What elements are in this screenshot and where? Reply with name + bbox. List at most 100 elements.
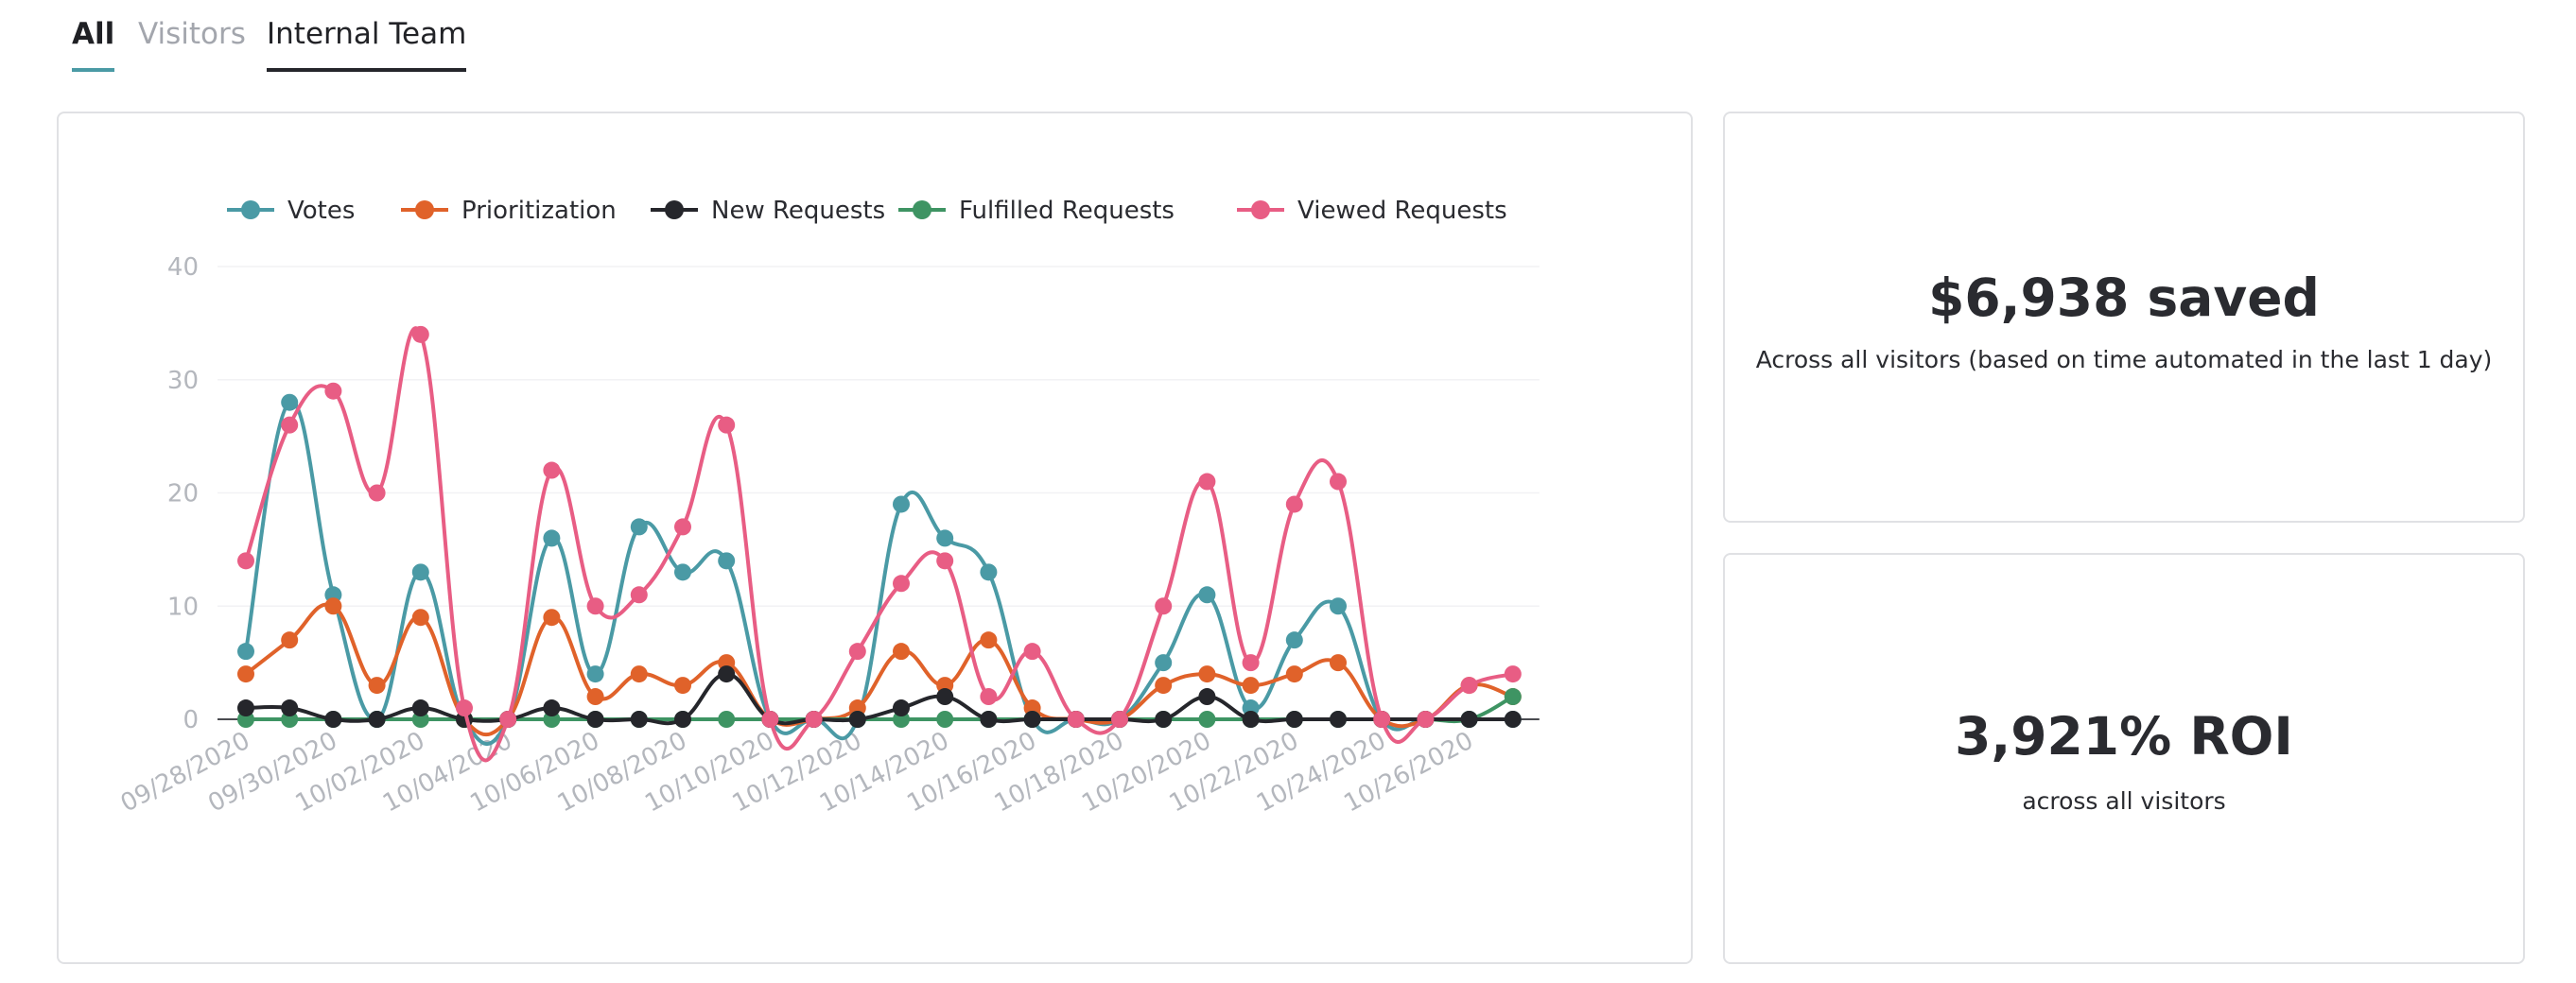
prioritization-point — [674, 677, 691, 695]
y-tick-label: 40 — [167, 253, 199, 282]
legend-new-requests-label: New Requests — [711, 197, 885, 225]
tab-internal-team[interactable]: Internal Team — [267, 17, 467, 72]
votes-point — [1155, 654, 1173, 672]
tab-visitors[interactable]: Visitors — [138, 17, 246, 51]
y-tick-label: 20 — [167, 480, 199, 509]
viewed-requests-point — [1111, 711, 1128, 728]
legend-votes-swatch-dot — [241, 200, 260, 219]
new-requests-point — [1023, 711, 1041, 728]
votes-point — [674, 563, 691, 581]
new-requests-point — [1155, 711, 1173, 728]
prioritization-point — [324, 597, 342, 615]
viewed-requests-point — [1067, 711, 1085, 728]
new-requests-point — [848, 711, 866, 728]
chart-card: 0 10 20 30 40 09/28/2020 09/30/2020 10/02/2020 1… — [57, 112, 1693, 964]
y-tick-label: 0 — [183, 706, 199, 734]
fulfilled-requests-point — [718, 711, 736, 728]
new-requests-point — [1242, 711, 1260, 728]
viewed-requests-point — [324, 382, 342, 400]
fulfilled-requests-point — [936, 711, 954, 728]
savings-value: $6,938 saved — [1928, 267, 2320, 328]
new-requests-point — [718, 665, 736, 683]
new-requests-point — [980, 711, 998, 728]
tab-all[interactable]: All — [72, 17, 115, 72]
votes-point — [543, 529, 561, 547]
viewed-requests-point — [1285, 495, 1303, 513]
new-requests-point — [324, 711, 342, 728]
votes-point — [1198, 586, 1216, 604]
prioritization-point — [281, 631, 299, 649]
legend-prioritization-label: Prioritization — [461, 197, 617, 225]
new-requests-point — [586, 711, 604, 728]
viewed-requests-point — [1330, 473, 1347, 491]
votes-point — [1330, 597, 1347, 615]
fulfilled-requests-point — [1198, 711, 1216, 728]
viewed-requests-point — [1198, 473, 1216, 491]
new-requests-point — [674, 711, 691, 728]
viewed-requests-point — [456, 699, 473, 717]
viewed-requests-point — [761, 711, 779, 728]
new-requests-point — [368, 711, 386, 728]
prioritization-point — [1155, 677, 1173, 695]
viewed-requests-point — [805, 711, 823, 728]
prioritization-point — [1330, 654, 1347, 672]
votes-point — [718, 552, 736, 570]
roi-card: 3,921% ROI across all visitors — [1723, 553, 2525, 964]
legend-viewed-requests-swatch-dot — [1251, 200, 1270, 219]
votes-point — [980, 563, 998, 581]
viewed-requests-point — [1242, 654, 1260, 672]
viewed-requests-point — [1460, 677, 1478, 695]
prioritization-point — [237, 665, 254, 683]
viewed-requests-point — [543, 461, 561, 479]
prioritization-point — [368, 677, 386, 695]
legend-viewed-requests-label: Viewed Requests — [1297, 197, 1507, 225]
viewed-requests-point — [893, 575, 910, 593]
viewed-requests-point — [1373, 711, 1391, 728]
votes-point — [237, 643, 254, 661]
viewed-requests-point — [718, 416, 736, 434]
new-requests-point — [893, 699, 910, 717]
viewed-requests-line — [244, 326, 1515, 763]
new-requests-point — [1198, 688, 1216, 706]
prioritization-point — [1285, 665, 1303, 683]
viewed-requests-point — [674, 518, 691, 536]
legend-new-requests-swatch-dot — [665, 200, 684, 219]
viewed-requests-point — [980, 688, 998, 706]
legend-votes-label: Votes — [287, 197, 355, 225]
fulfilled-requests-point — [1504, 688, 1522, 706]
viewed-requests-point — [1504, 665, 1522, 683]
viewed-requests-point — [1417, 711, 1435, 728]
savings-card: $6,938 saved Across all visitors (based … — [1723, 112, 2525, 523]
viewed-requests-point — [281, 416, 299, 434]
votes-point — [411, 563, 429, 581]
new-requests-point — [543, 699, 561, 717]
votes-point — [281, 393, 299, 411]
new-requests-point — [1460, 711, 1478, 728]
new-requests-point — [1330, 711, 1347, 728]
roi-caption: across all visitors — [2022, 787, 2226, 815]
new-requests-point — [1285, 711, 1303, 728]
new-requests-point — [1504, 711, 1522, 728]
prioritization-point — [980, 631, 998, 649]
votes-point — [893, 495, 910, 513]
votes-point — [936, 529, 954, 547]
new-requests-point — [411, 699, 429, 717]
viewed-requests-point — [586, 597, 604, 615]
viewed-requests-point — [936, 552, 954, 570]
viewed-requests-point — [368, 484, 386, 502]
line-chart: 01020304009/28/202009/30/202010/02/20201… — [116, 197, 1540, 819]
legend-fulfilled-requests-label: Fulfilled Requests — [959, 197, 1175, 225]
prioritization-point — [893, 643, 910, 661]
new-requests-point — [630, 711, 648, 728]
new-requests-line — [244, 672, 1515, 726]
new-requests-point — [936, 688, 954, 706]
votes-point — [1285, 631, 1303, 649]
viewed-requests-point — [848, 643, 866, 661]
prioritization-point — [411, 609, 429, 627]
viewed-requests-point — [237, 552, 254, 570]
viewed-requests-point — [499, 711, 517, 728]
y-tick-label: 30 — [167, 367, 199, 395]
viewed-requests-point — [630, 586, 648, 604]
y-tick-label: 10 — [167, 593, 199, 621]
savings-caption: Across all visitors (based on time autom… — [1755, 346, 2493, 373]
